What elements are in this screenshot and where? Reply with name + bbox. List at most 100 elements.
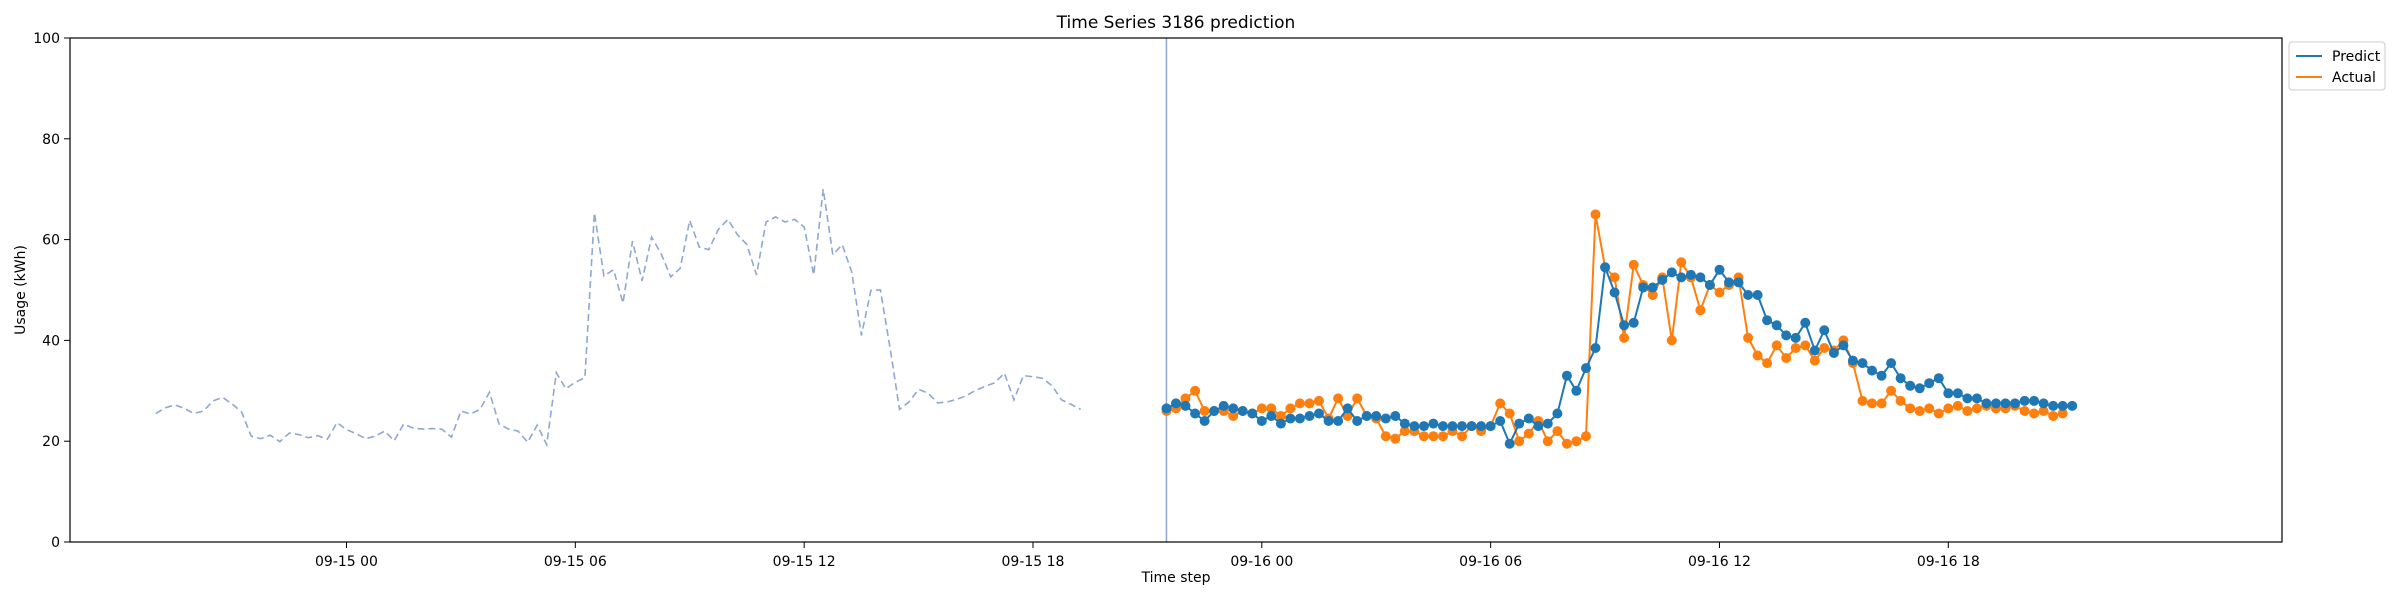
actual-point — [1457, 431, 1467, 442]
plot-frame — [69, 37, 2283, 543]
chart-title: Time Series 3186 prediction — [1056, 13, 1296, 33]
actual-point — [1285, 403, 1296, 414]
x-tick-label: 09-15 12 — [773, 554, 836, 570]
actual-point — [1962, 406, 1973, 416]
predict-point — [1323, 416, 1334, 426]
actual-point — [1886, 385, 1897, 396]
actual-point — [1771, 340, 1782, 351]
predict-point — [1886, 358, 1897, 369]
predict-point — [1466, 421, 1477, 432]
actual-point — [1390, 433, 1401, 444]
x-axis-label: Time step — [1141, 570, 1211, 586]
actual-point — [1819, 343, 1830, 353]
predict-point — [1981, 398, 1992, 409]
predict-point — [1161, 403, 1172, 414]
predict-point — [1418, 421, 1429, 432]
actual-point — [1523, 428, 1534, 439]
predict-point — [1180, 400, 1191, 411]
predict-point — [1695, 272, 1706, 283]
actual-point — [1504, 408, 1515, 419]
actual-point — [2048, 411, 2059, 421]
actual-point — [1695, 305, 1706, 316]
predict-point — [1800, 317, 1811, 328]
actual-point — [2057, 408, 2068, 419]
predict-point — [1409, 421, 1420, 432]
actual-point — [1180, 393, 1191, 404]
predict-point — [1638, 282, 1649, 293]
predict-point — [1552, 408, 1563, 419]
actual-point — [1266, 403, 1277, 414]
predict-point — [2057, 400, 2068, 411]
series-predict — [1161, 262, 2078, 449]
predict-point — [1676, 272, 1687, 283]
predict-point — [1476, 421, 1487, 432]
predict-point — [1857, 358, 1868, 369]
actual-point — [1857, 395, 1868, 406]
y-tick-label: 80 — [42, 132, 60, 148]
predict-point — [1571, 385, 1582, 396]
legend-actual-label: Actual — [2332, 70, 2376, 86]
x-tick-label: 09-16 00 — [1230, 554, 1293, 570]
actual-point — [2029, 408, 2040, 419]
predict-point — [1895, 373, 1906, 384]
actual-point — [1619, 332, 1630, 343]
actual-point — [1714, 287, 1725, 298]
predict-point — [1371, 411, 1382, 421]
actual-point — [1590, 209, 1601, 220]
predict-point — [1314, 408, 1324, 419]
actual-point — [1304, 398, 1315, 409]
actual-point — [1647, 290, 1658, 300]
predict-point — [1438, 421, 1448, 432]
actual-point — [1190, 385, 1201, 396]
predict-point — [1190, 408, 1201, 419]
actual-point — [1914, 406, 1925, 416]
predict-point — [2010, 398, 2020, 409]
predict-point — [1619, 320, 1630, 331]
predict-point — [1561, 370, 1572, 381]
actual-point — [1542, 436, 1553, 447]
predict-point — [1590, 343, 1601, 353]
actual-point — [1762, 358, 1773, 369]
actual-point — [1895, 395, 1906, 406]
predict-point — [2067, 400, 2078, 411]
actual-point — [1228, 411, 1239, 421]
predict-point — [1838, 340, 1849, 351]
predict-point — [1428, 418, 1439, 429]
actual-point — [1676, 257, 1687, 268]
predict-point — [1209, 406, 1220, 416]
actual-point — [1380, 431, 1391, 442]
actual-point — [1924, 403, 1935, 414]
predict-point — [1342, 403, 1353, 414]
actual-point — [1609, 272, 1620, 283]
predict-point — [1333, 416, 1344, 426]
actual-point — [1933, 408, 1944, 419]
predict-point — [1924, 378, 1935, 389]
actual-point — [1314, 395, 1324, 406]
predict-point — [1743, 290, 1754, 300]
predict-point — [1361, 411, 1372, 421]
x-tick-label: 09-15 06 — [544, 554, 607, 570]
predict-point — [1294, 413, 1305, 424]
predict-point — [1266, 411, 1277, 421]
actual-point — [1418, 431, 1429, 442]
predict-point — [1905, 380, 1916, 391]
actual-point — [1781, 353, 1792, 363]
predict-point — [1952, 388, 1963, 399]
actual-point — [1790, 343, 1801, 353]
actual-point — [1943, 403, 1954, 414]
predict-point — [2019, 395, 2030, 406]
series-history — [155, 189, 1082, 448]
predict-point — [1762, 315, 1773, 326]
actual-point — [1743, 332, 1754, 343]
predict-point — [1237, 406, 1248, 416]
actual-point — [1428, 431, 1439, 442]
predict-point — [1228, 403, 1239, 414]
predict-point — [1380, 413, 1391, 424]
predict-point — [1533, 421, 1544, 432]
predict-point — [1199, 416, 1210, 426]
actual-point — [1294, 398, 1305, 409]
actual-point — [1552, 426, 1563, 437]
x-tick-label: 09-15 18 — [1002, 554, 1065, 570]
actual-point — [1628, 259, 1639, 270]
predict-point — [1685, 269, 1696, 280]
